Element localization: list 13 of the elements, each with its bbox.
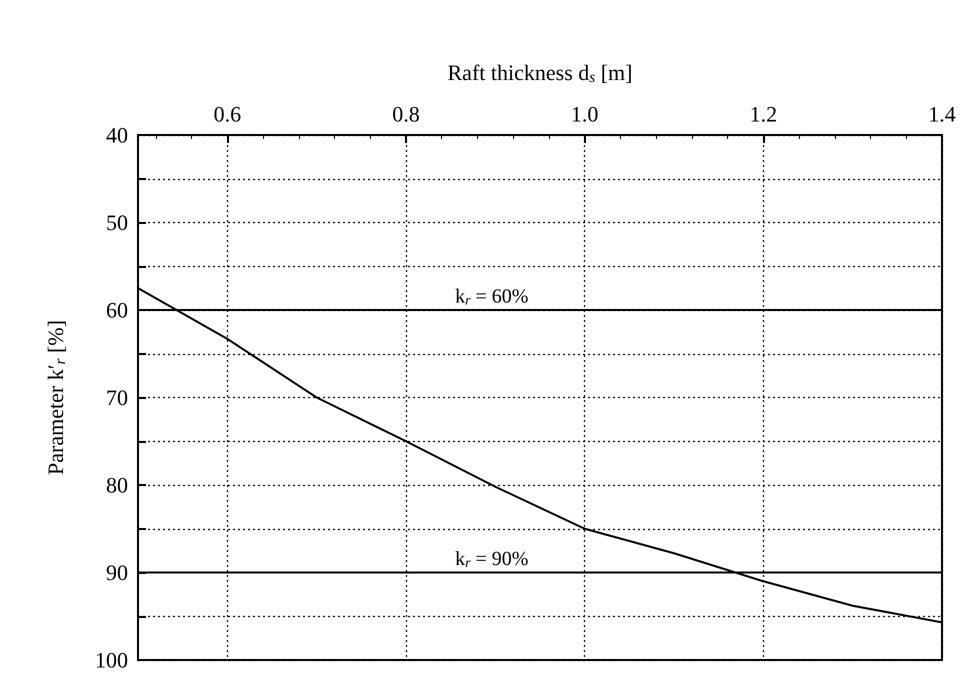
y-tick-label: 90 [106,560,128,585]
x-tick-label: 0.8 [392,102,420,126]
y-tick-label: 100 [95,648,128,672]
x-tick-label: 1.2 [750,102,778,126]
y-tick-label: 40 [106,122,128,148]
y-tick-label: 50 [106,210,128,235]
y-tick-label: 80 [106,472,128,498]
y-tick-label: 70 [106,385,128,410]
x-tick-label: 1.0 [570,102,598,126]
x-tick-label: 0.6 [214,102,242,126]
x-tick-label: 1.4 [928,102,956,126]
y-tick-label: 60 [106,298,128,322]
y-axis-title: Parameter k′r [%] [43,320,69,475]
